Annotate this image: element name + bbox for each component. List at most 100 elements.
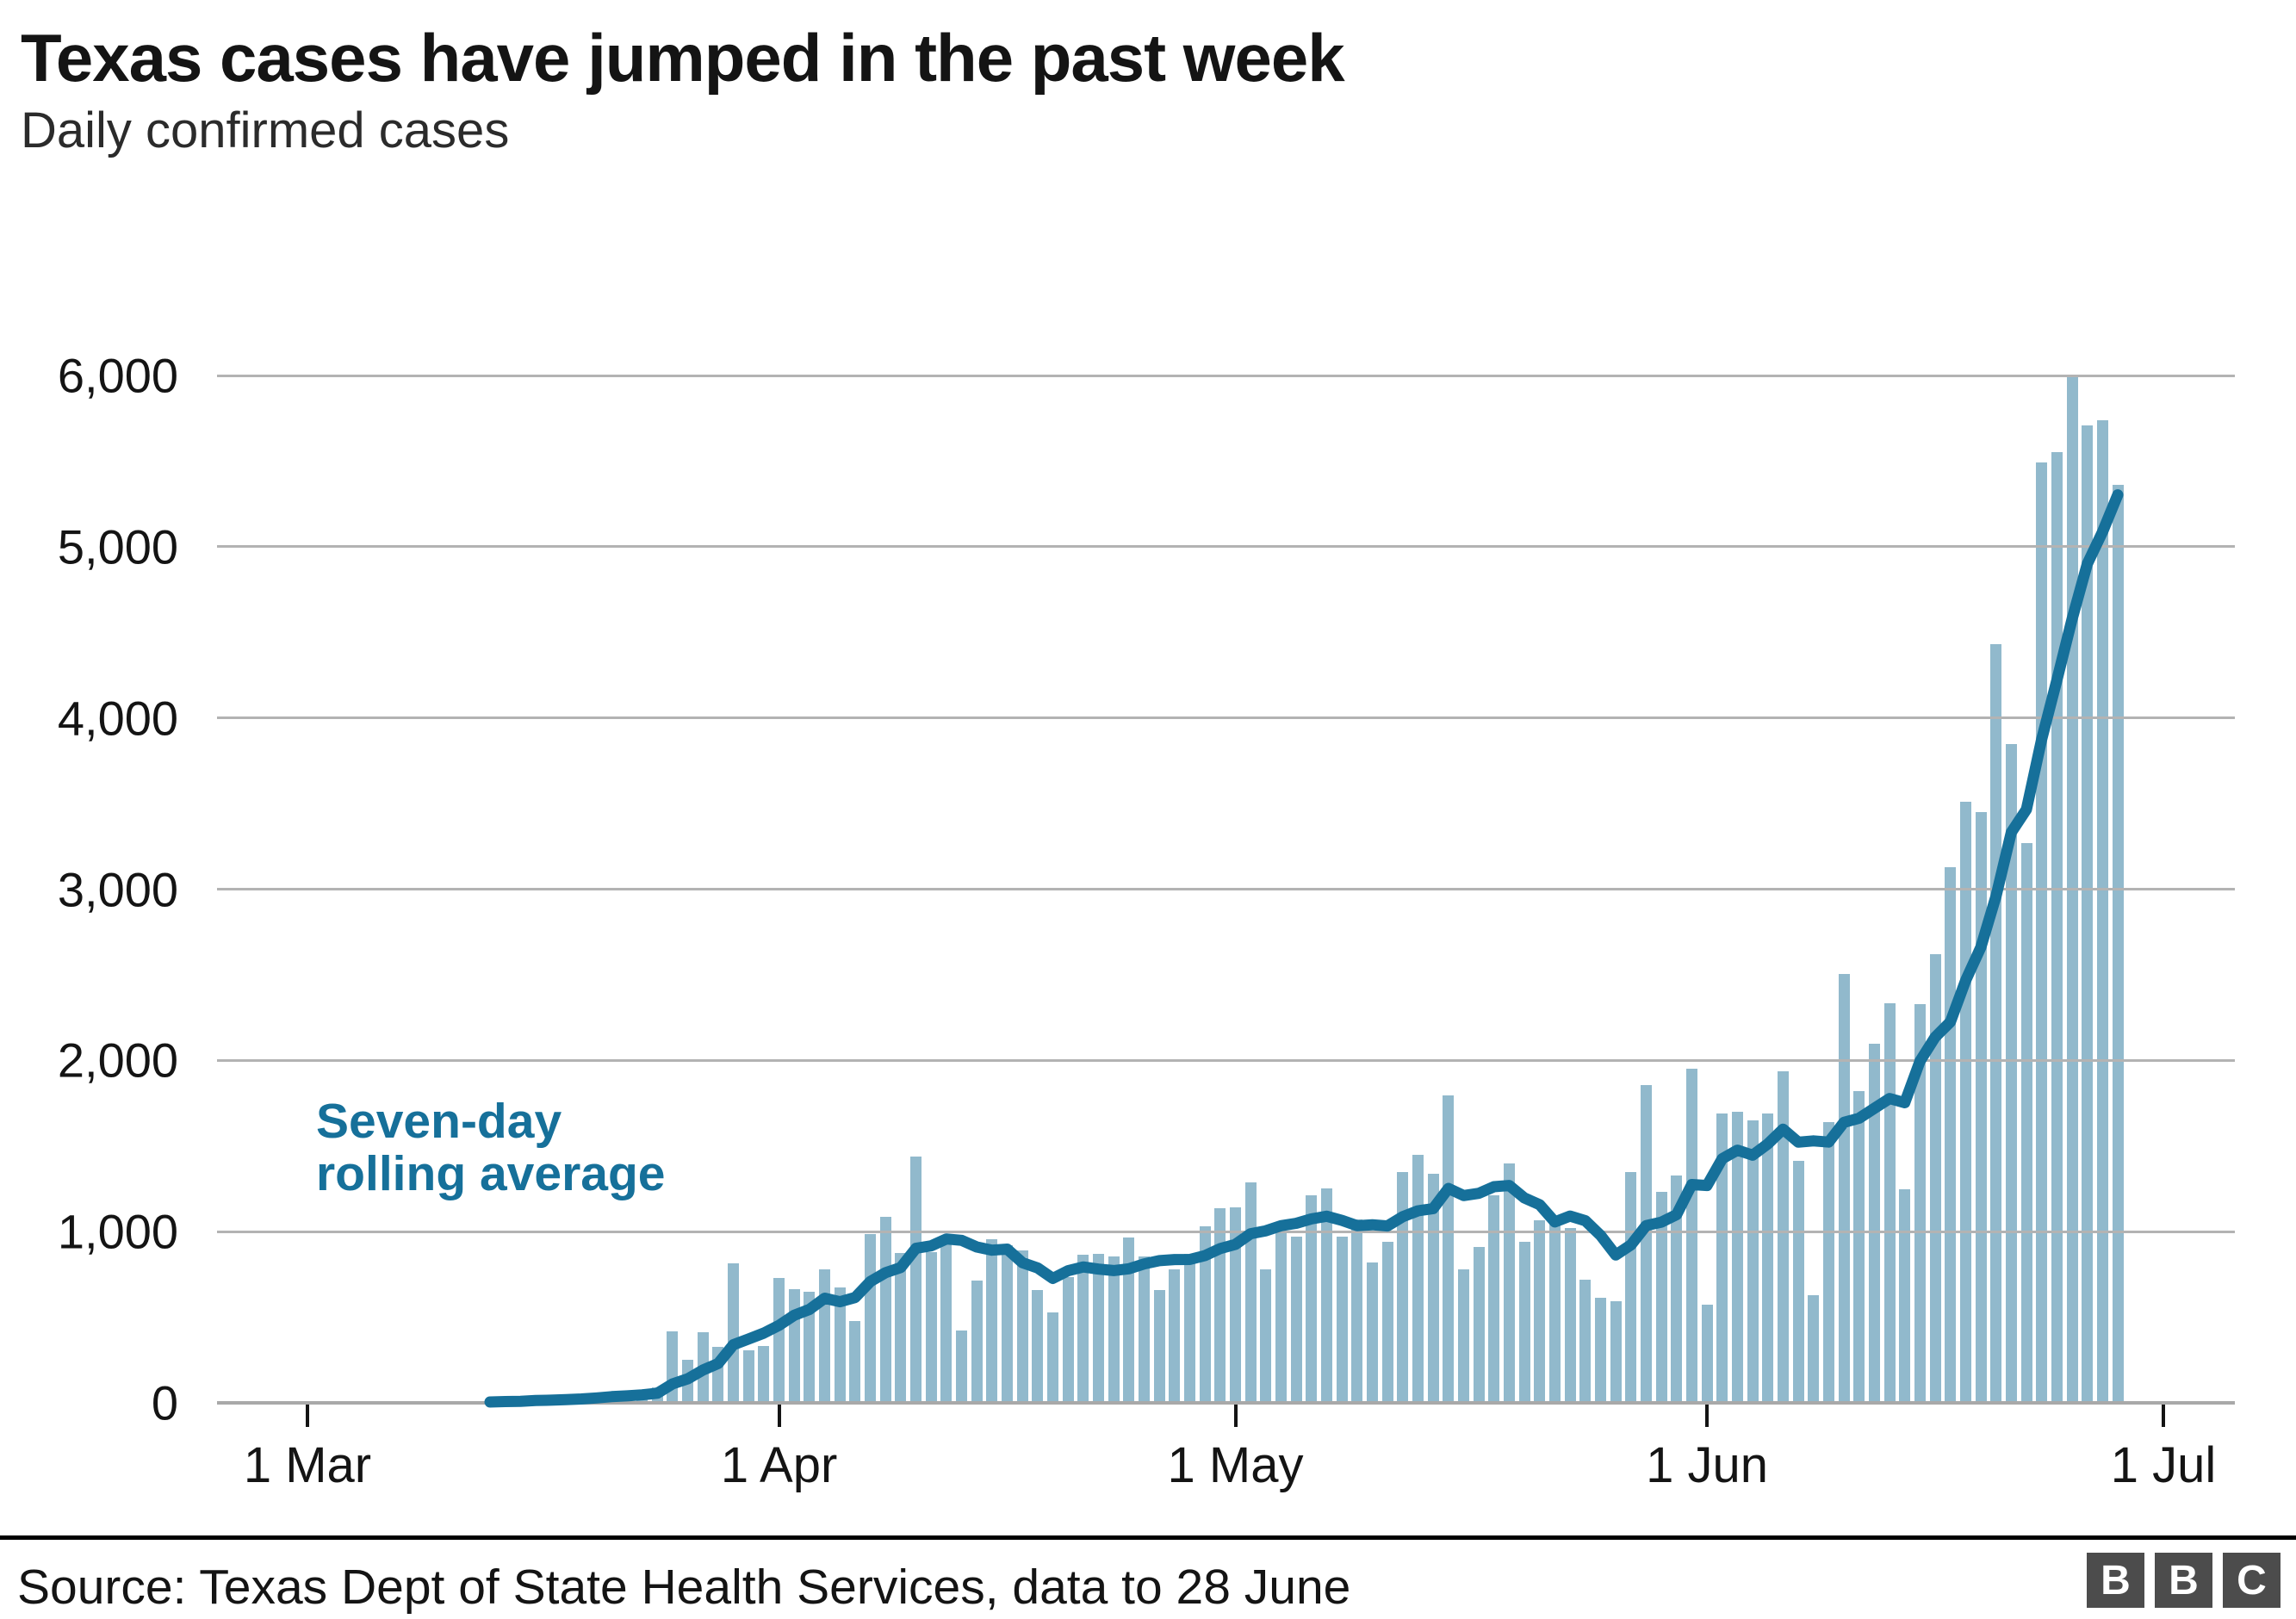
- bar-14 Apr: [971, 1281, 983, 1403]
- gridline-3000: [217, 888, 2235, 890]
- bar-22 Apr: [1093, 1253, 1105, 1403]
- plot-area: [217, 374, 2235, 1408]
- y-axis-label: 6,000: [57, 348, 178, 403]
- bar-31 May: [1685, 1069, 1697, 1403]
- bar-26 Jun: [2082, 425, 2094, 1403]
- x-axis-label: 1 Mar: [243, 1437, 372, 1493]
- bar-23 Jun: [2036, 462, 2048, 1403]
- bar-9 May: [1351, 1219, 1363, 1403]
- x-axis-tick: [1705, 1405, 1710, 1427]
- rolling-average-annotation: Seven-day rolling average: [316, 1095, 666, 1200]
- x-axis-tick: [777, 1405, 781, 1427]
- bar-29 Apr: [1199, 1226, 1211, 1403]
- y-axis-label: 5,000: [57, 519, 178, 574]
- bar-19 Apr: [1047, 1312, 1059, 1403]
- bar-18 May: [1488, 1195, 1500, 1403]
- bar-25 Apr: [1139, 1256, 1151, 1403]
- bar-7 Jun: [1792, 1160, 1804, 1403]
- bar-25 May: [1594, 1297, 1606, 1403]
- bar-18 Jun: [1959, 802, 1971, 1403]
- bar-13 Apr: [956, 1331, 968, 1403]
- y-axis-label: 0: [151, 1375, 178, 1430]
- bar-30 Mar: [742, 1350, 754, 1403]
- bar-7 May: [1320, 1188, 1332, 1403]
- x-axis-baseline: [217, 1401, 2235, 1405]
- bar-26 May: [1610, 1300, 1622, 1403]
- gridline-1000: [217, 1230, 2235, 1233]
- bar-15 May: [1443, 1095, 1455, 1403]
- rolling-average-line: [484, 489, 2124, 1408]
- x-axis-tick: [1233, 1405, 1238, 1427]
- bar-6 Apr: [849, 1321, 861, 1403]
- gridline-4000: [217, 716, 2235, 720]
- gridline-6000: [217, 374, 2235, 377]
- bar-17 Apr: [1016, 1250, 1028, 1403]
- bar-27 Apr: [1169, 1269, 1181, 1403]
- bar-21 May: [1534, 1220, 1546, 1403]
- seven-day-average-path: [484, 489, 2124, 1408]
- bar-11 Apr: [925, 1251, 937, 1403]
- bar-12 Jun: [1868, 1044, 1880, 1403]
- annotation-line-1: Seven-day: [316, 1094, 562, 1149]
- bar-28 Apr: [1184, 1253, 1195, 1403]
- bar-6 Jun: [1777, 1071, 1789, 1403]
- gridline-5000: [217, 545, 2235, 549]
- bar-24 May: [1579, 1279, 1592, 1403]
- bar-11 May: [1381, 1242, 1393, 1403]
- bar-3 Jun: [1731, 1111, 1743, 1403]
- y-axis-label: 2,000: [57, 1033, 178, 1088]
- bar-12 Apr: [940, 1239, 953, 1403]
- bar-16 Apr: [1002, 1245, 1014, 1403]
- y-axis-label: 3,000: [57, 862, 178, 916]
- x-axis-label: 1 Jun: [1646, 1437, 1769, 1493]
- bar-9 Apr: [895, 1252, 907, 1403]
- bar-21 Jun: [2005, 743, 2017, 1403]
- bar-10 May: [1366, 1262, 1378, 1403]
- bar-29 Mar: [728, 1262, 740, 1403]
- bar-1 Apr: [773, 1277, 785, 1403]
- bar-22 Jun: [2020, 842, 2032, 1403]
- x-axis-tick: [306, 1405, 309, 1427]
- bar-22 May: [1548, 1216, 1561, 1403]
- bar-5 Apr: [834, 1287, 846, 1403]
- gridline-2000: [217, 1058, 2235, 1062]
- bar-16 May: [1457, 1269, 1469, 1403]
- bar-10 Jun: [1838, 973, 1850, 1403]
- bbc-logo-letter: C: [2223, 1553, 2280, 1608]
- bar-1 Jun: [1701, 1304, 1713, 1403]
- bbc-logo-letter: B: [2155, 1553, 2212, 1608]
- bar-15 Jun: [1914, 1003, 1926, 1403]
- bar-10 Apr: [910, 1156, 922, 1403]
- bar-18 Apr: [1032, 1289, 1044, 1403]
- bar-28 Jun: [2112, 485, 2124, 1403]
- bar-5 Jun: [1762, 1113, 1774, 1403]
- y-axis-label: 1,000: [57, 1204, 178, 1259]
- bar-16 Jun: [1929, 954, 1941, 1403]
- bar-23 May: [1564, 1228, 1576, 1403]
- bar-28 May: [1640, 1085, 1652, 1403]
- bar-4 Jun: [1747, 1120, 1759, 1403]
- bar-27 Jun: [2096, 419, 2108, 1403]
- bar-1 May: [1230, 1207, 1241, 1403]
- x-axis-tick: [2162, 1405, 2165, 1427]
- bar-21 Apr: [1077, 1254, 1089, 1403]
- page-title: Texas cases have jumped in the past week: [21, 20, 1345, 96]
- bar-20 Apr: [1062, 1276, 1074, 1403]
- source-note: Source: Texas Dept of State Health Servi…: [17, 1560, 1351, 1615]
- bar-4 May: [1275, 1233, 1287, 1403]
- bar-5 May: [1290, 1237, 1302, 1403]
- bar-19 May: [1503, 1163, 1515, 1403]
- bar-3 Apr: [804, 1291, 816, 1403]
- bar-9 Jun: [1822, 1121, 1834, 1403]
- bar-15 Apr: [986, 1238, 998, 1403]
- bbc-logo-letter: B: [2087, 1553, 2144, 1608]
- bar-30 Apr: [1214, 1207, 1226, 1403]
- bar-2 Jun: [1716, 1113, 1728, 1403]
- y-axis-label: 4,000: [57, 691, 178, 746]
- bar-8 Apr: [879, 1216, 891, 1403]
- bar-20 Jun: [1990, 644, 2002, 1403]
- x-axis-label: 1 May: [1167, 1437, 1304, 1493]
- bar-17 May: [1473, 1247, 1485, 1403]
- bar-26 Apr: [1153, 1289, 1165, 1403]
